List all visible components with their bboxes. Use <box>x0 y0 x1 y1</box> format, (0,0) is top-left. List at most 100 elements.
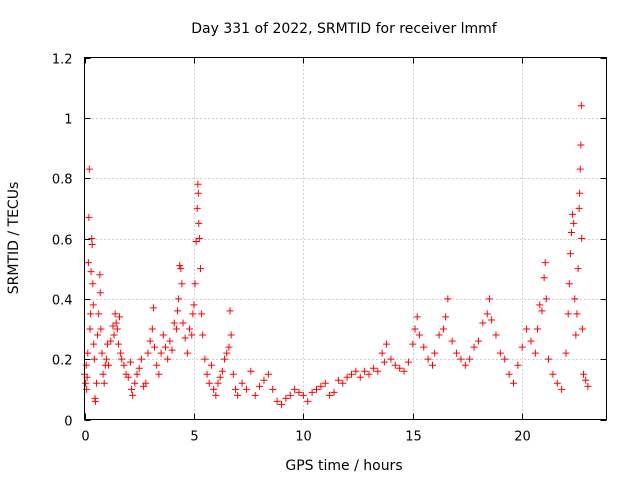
data-point <box>97 325 105 333</box>
data-point <box>352 367 360 375</box>
data-point <box>400 367 408 375</box>
data-point <box>553 379 561 387</box>
data-point <box>99 370 107 378</box>
data-point <box>174 307 182 315</box>
data-point <box>198 310 206 318</box>
data-point <box>242 385 250 393</box>
data-point <box>214 379 222 387</box>
data-point <box>88 241 96 249</box>
data-point <box>100 379 108 387</box>
data-point <box>580 370 588 378</box>
data-point <box>485 295 493 303</box>
y-tick-label: 1.2 <box>52 53 73 68</box>
data-point <box>260 376 268 384</box>
data-point <box>172 325 180 333</box>
data-point <box>111 310 119 318</box>
data-point <box>578 325 586 333</box>
data-point <box>361 367 369 375</box>
data-point <box>575 204 583 212</box>
data-point <box>326 391 334 399</box>
data-point <box>238 379 246 387</box>
data-point <box>94 331 102 339</box>
data-point <box>166 337 174 345</box>
data-point <box>151 343 159 351</box>
data-point <box>216 373 224 381</box>
data-point <box>84 349 92 357</box>
data-point <box>523 325 531 333</box>
data-point <box>582 376 590 384</box>
data-point <box>102 355 110 363</box>
data-point <box>90 340 98 348</box>
x-tick-labels: 0 5 10 15 20 <box>81 430 530 445</box>
data-point <box>197 265 204 273</box>
data-point <box>98 349 106 357</box>
data-point <box>223 349 231 357</box>
data-point <box>133 370 141 378</box>
data-point <box>131 379 139 387</box>
data-point <box>82 361 90 369</box>
data-point <box>420 343 428 351</box>
data-point <box>186 325 194 333</box>
data-point <box>374 367 382 375</box>
data-point <box>113 325 121 333</box>
y-tick-label: 0.8 <box>52 173 73 188</box>
data-point <box>203 370 211 378</box>
data-point <box>195 219 203 227</box>
chart-title: Day 331 of 2022, SRMTID for receiver lmm… <box>191 21 498 37</box>
data-point <box>229 370 237 378</box>
data-point <box>193 204 201 212</box>
data-point <box>501 355 509 363</box>
data-point <box>88 235 96 242</box>
data-point <box>572 331 580 339</box>
data-point <box>509 379 517 387</box>
data-point <box>128 385 136 393</box>
data-point <box>82 379 90 387</box>
data-point <box>194 180 202 188</box>
data-point <box>577 102 585 110</box>
data-point <box>112 319 120 327</box>
data-point <box>317 382 325 390</box>
data-point <box>109 322 117 330</box>
data-point <box>159 331 167 339</box>
data-point <box>496 349 504 357</box>
data-point <box>227 331 235 339</box>
y-tick-labels: 0 0.2 0.4 0.6 0.8 1 1.2 <box>52 53 73 430</box>
data-point <box>86 325 94 333</box>
data-point <box>232 385 240 393</box>
data-point <box>205 379 213 387</box>
data-point <box>321 379 329 387</box>
data-point <box>225 343 233 351</box>
x-tick-label: 15 <box>405 430 422 445</box>
data-point <box>188 331 196 339</box>
y-tick-label: 0.2 <box>52 354 73 369</box>
data-point <box>178 280 186 288</box>
data-point <box>107 337 115 345</box>
data-point <box>164 355 172 363</box>
data-point <box>439 325 447 333</box>
data-point <box>470 343 478 351</box>
data-point <box>435 331 443 339</box>
data-point <box>191 280 199 288</box>
data-point <box>538 307 546 315</box>
data-point <box>251 391 259 399</box>
data-point <box>269 385 277 393</box>
data-point <box>479 319 487 327</box>
data-point <box>207 361 215 369</box>
data-point <box>168 346 176 354</box>
y-tick-label: 0.4 <box>52 294 73 309</box>
x-tick-label: 20 <box>514 430 531 445</box>
data-point <box>176 262 184 270</box>
data-point <box>85 213 93 221</box>
x-tick-label: 5 <box>190 430 198 445</box>
data-point <box>531 349 539 357</box>
data-point <box>578 235 586 242</box>
data-point <box>409 340 417 348</box>
data-point <box>93 379 101 387</box>
data-point <box>144 349 152 357</box>
data-point <box>442 313 450 321</box>
y-tick-label: 0.6 <box>52 234 73 249</box>
data-point <box>356 373 364 381</box>
data-point <box>514 361 522 369</box>
data-point <box>574 265 582 273</box>
